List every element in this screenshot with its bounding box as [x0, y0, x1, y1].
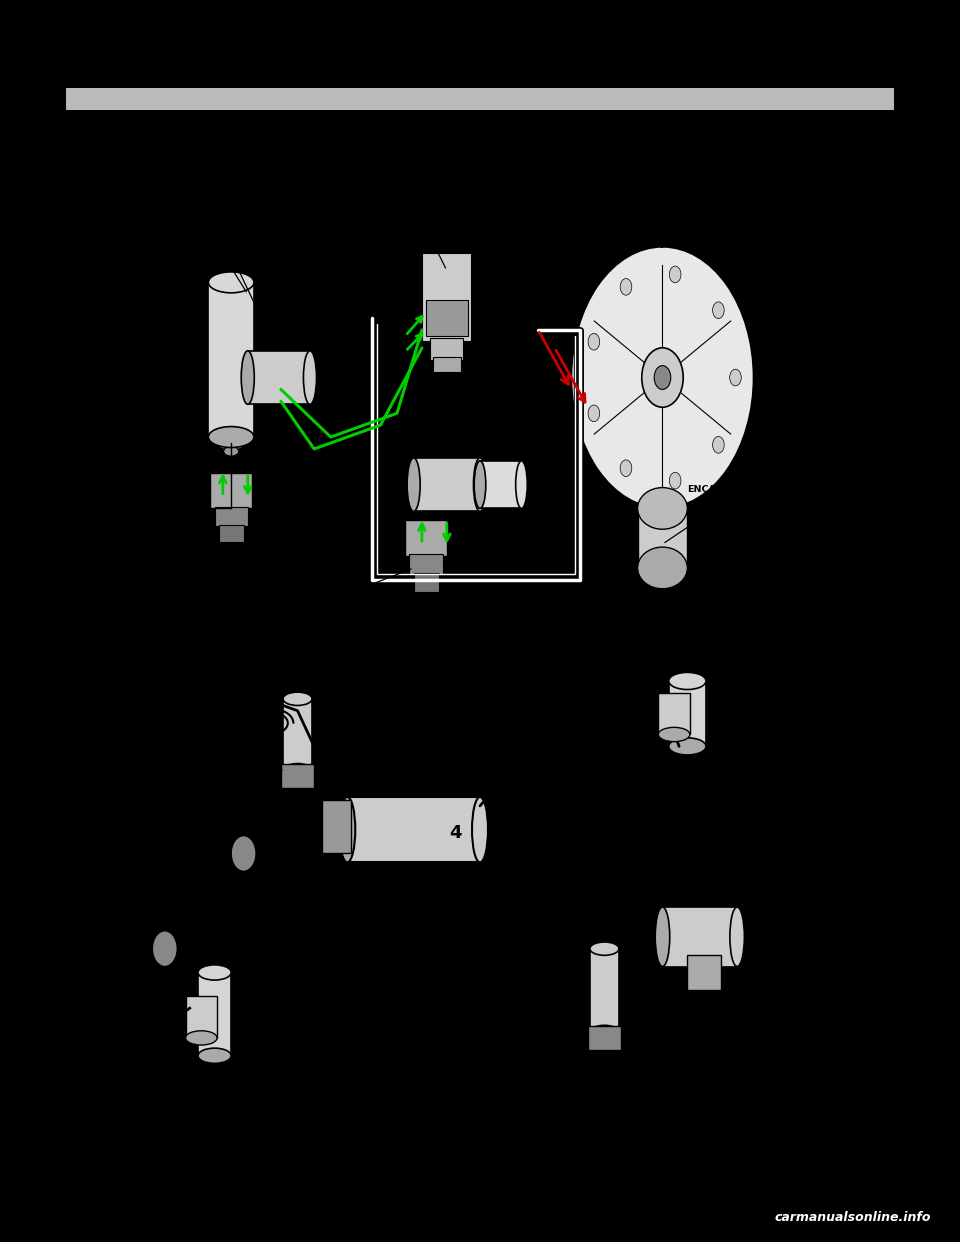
Text: 6: 6 — [316, 681, 328, 699]
Bar — [659, 693, 690, 734]
Bar — [65, 88, 895, 109]
Bar — [281, 764, 314, 787]
Text: Level Control Systems: Level Control Systems — [90, 1175, 199, 1185]
Ellipse shape — [185, 1031, 217, 1045]
Ellipse shape — [637, 488, 687, 529]
Text: EHC I Single Axle Air Suspension E39/E53: EHC I Single Axle Air Suspension E39/E53 — [335, 633, 625, 646]
Bar — [348, 797, 480, 862]
Circle shape — [654, 365, 671, 390]
Bar — [588, 1026, 621, 1049]
Ellipse shape — [474, 461, 486, 508]
Bar — [430, 338, 464, 360]
Text: Valve Unit: Valve Unit — [445, 1001, 525, 1011]
Bar — [208, 282, 254, 437]
Bar — [210, 473, 252, 508]
Bar — [480, 461, 521, 508]
Ellipse shape — [669, 738, 706, 755]
Bar — [669, 681, 706, 746]
Bar — [65, 1154, 895, 1156]
Circle shape — [571, 247, 754, 508]
Text: 1.  Air Supply Unit: 1. Air Supply Unit — [422, 877, 525, 887]
Circle shape — [153, 930, 178, 966]
Bar — [426, 301, 468, 335]
FancyBboxPatch shape — [422, 252, 471, 342]
Text: REAR AXLE LEVEL
SENSORS (HALL EFFECT): REAR AXLE LEVEL SENSORS (HALL EFFECT) — [231, 569, 411, 623]
Circle shape — [231, 836, 256, 872]
Ellipse shape — [659, 728, 690, 741]
Bar — [323, 800, 351, 853]
Bar — [662, 907, 737, 966]
Circle shape — [620, 278, 632, 296]
Bar — [215, 507, 248, 527]
Circle shape — [641, 348, 684, 407]
Ellipse shape — [637, 546, 687, 589]
Ellipse shape — [589, 941, 619, 955]
Text: 3.  Ride Height Sensors: 3. Ride Height Sensors — [422, 944, 556, 954]
Text: 3: 3 — [623, 895, 636, 913]
Text: AIR SPRINGS WITH
1 LITER AIR
RESSERVOIRS: AIR SPRINGS WITH 1 LITER AIR RESSERVOIRS — [114, 145, 247, 292]
Ellipse shape — [283, 764, 312, 776]
Ellipse shape — [407, 458, 420, 512]
Bar — [65, 109, 895, 122]
Ellipse shape — [669, 672, 706, 689]
Circle shape — [588, 405, 600, 422]
Circle shape — [620, 460, 632, 477]
Text: 5: 5 — [250, 990, 262, 1009]
Text: carmanualsonline.info: carmanualsonline.info — [775, 1211, 931, 1223]
Text: EHC
CONTROL
MODULE: EHC CONTROL MODULE — [363, 139, 445, 268]
Text: 2.  Rear Axle Air Bellows: 2. Rear Axle Air Bellows — [422, 910, 561, 920]
Text: 14: 14 — [90, 1160, 111, 1175]
Bar — [65, 9, 895, 86]
Ellipse shape — [208, 272, 254, 293]
Circle shape — [669, 472, 681, 489]
Ellipse shape — [472, 797, 488, 862]
Circle shape — [669, 266, 681, 283]
Text: 2: 2 — [739, 859, 752, 877]
Ellipse shape — [217, 436, 246, 450]
Text: 1: 1 — [689, 657, 702, 674]
Bar — [198, 972, 231, 1056]
Ellipse shape — [589, 1026, 619, 1038]
Text: EHC II Dual Axle Air Suspension E53: EHC II Dual Axle Air Suspension E53 — [346, 1109, 614, 1123]
Circle shape — [730, 369, 741, 386]
Bar — [283, 699, 312, 770]
Bar — [687, 955, 721, 990]
Text: EHC System Overview: EHC System Overview — [90, 139, 348, 159]
Bar — [637, 508, 687, 568]
Ellipse shape — [516, 461, 527, 508]
Text: SEPARATE (L/R)
AIR SUPPLY
CIRCUITS: SEPARATE (L/R) AIR SUPPLY CIRCUITS — [664, 139, 770, 245]
Ellipse shape — [339, 797, 355, 862]
Bar — [248, 350, 310, 405]
Ellipse shape — [473, 458, 487, 512]
Ellipse shape — [198, 1048, 231, 1063]
Ellipse shape — [283, 692, 312, 705]
Text: 4: 4 — [449, 823, 462, 842]
Bar — [219, 525, 244, 542]
Bar — [589, 949, 619, 1032]
Ellipse shape — [656, 907, 670, 966]
Ellipse shape — [198, 965, 231, 980]
Bar — [185, 996, 217, 1038]
Ellipse shape — [730, 907, 744, 966]
Text: 4.  Pressure Accumulator/: 4. Pressure Accumulator/ — [422, 977, 568, 987]
Ellipse shape — [208, 426, 254, 447]
Bar — [433, 358, 461, 371]
Text: 5.  Front Axle Air Bellows: 5. Front Axle Air Bellows — [422, 1011, 564, 1021]
Circle shape — [588, 333, 600, 350]
Ellipse shape — [241, 350, 254, 405]
Ellipse shape — [224, 447, 239, 456]
Bar — [405, 520, 446, 556]
Text: ENCAPSULATED
AIR SUPPLY
SYSTEM: ENCAPSULATED AIR SUPPLY SYSTEM — [664, 484, 771, 543]
Bar — [414, 573, 439, 591]
Ellipse shape — [303, 350, 317, 405]
Text: 6.  Control Unit: 6. Control Unit — [422, 1043, 508, 1054]
Circle shape — [712, 436, 724, 453]
Circle shape — [712, 302, 724, 318]
Bar — [410, 554, 443, 574]
Bar — [414, 458, 480, 512]
